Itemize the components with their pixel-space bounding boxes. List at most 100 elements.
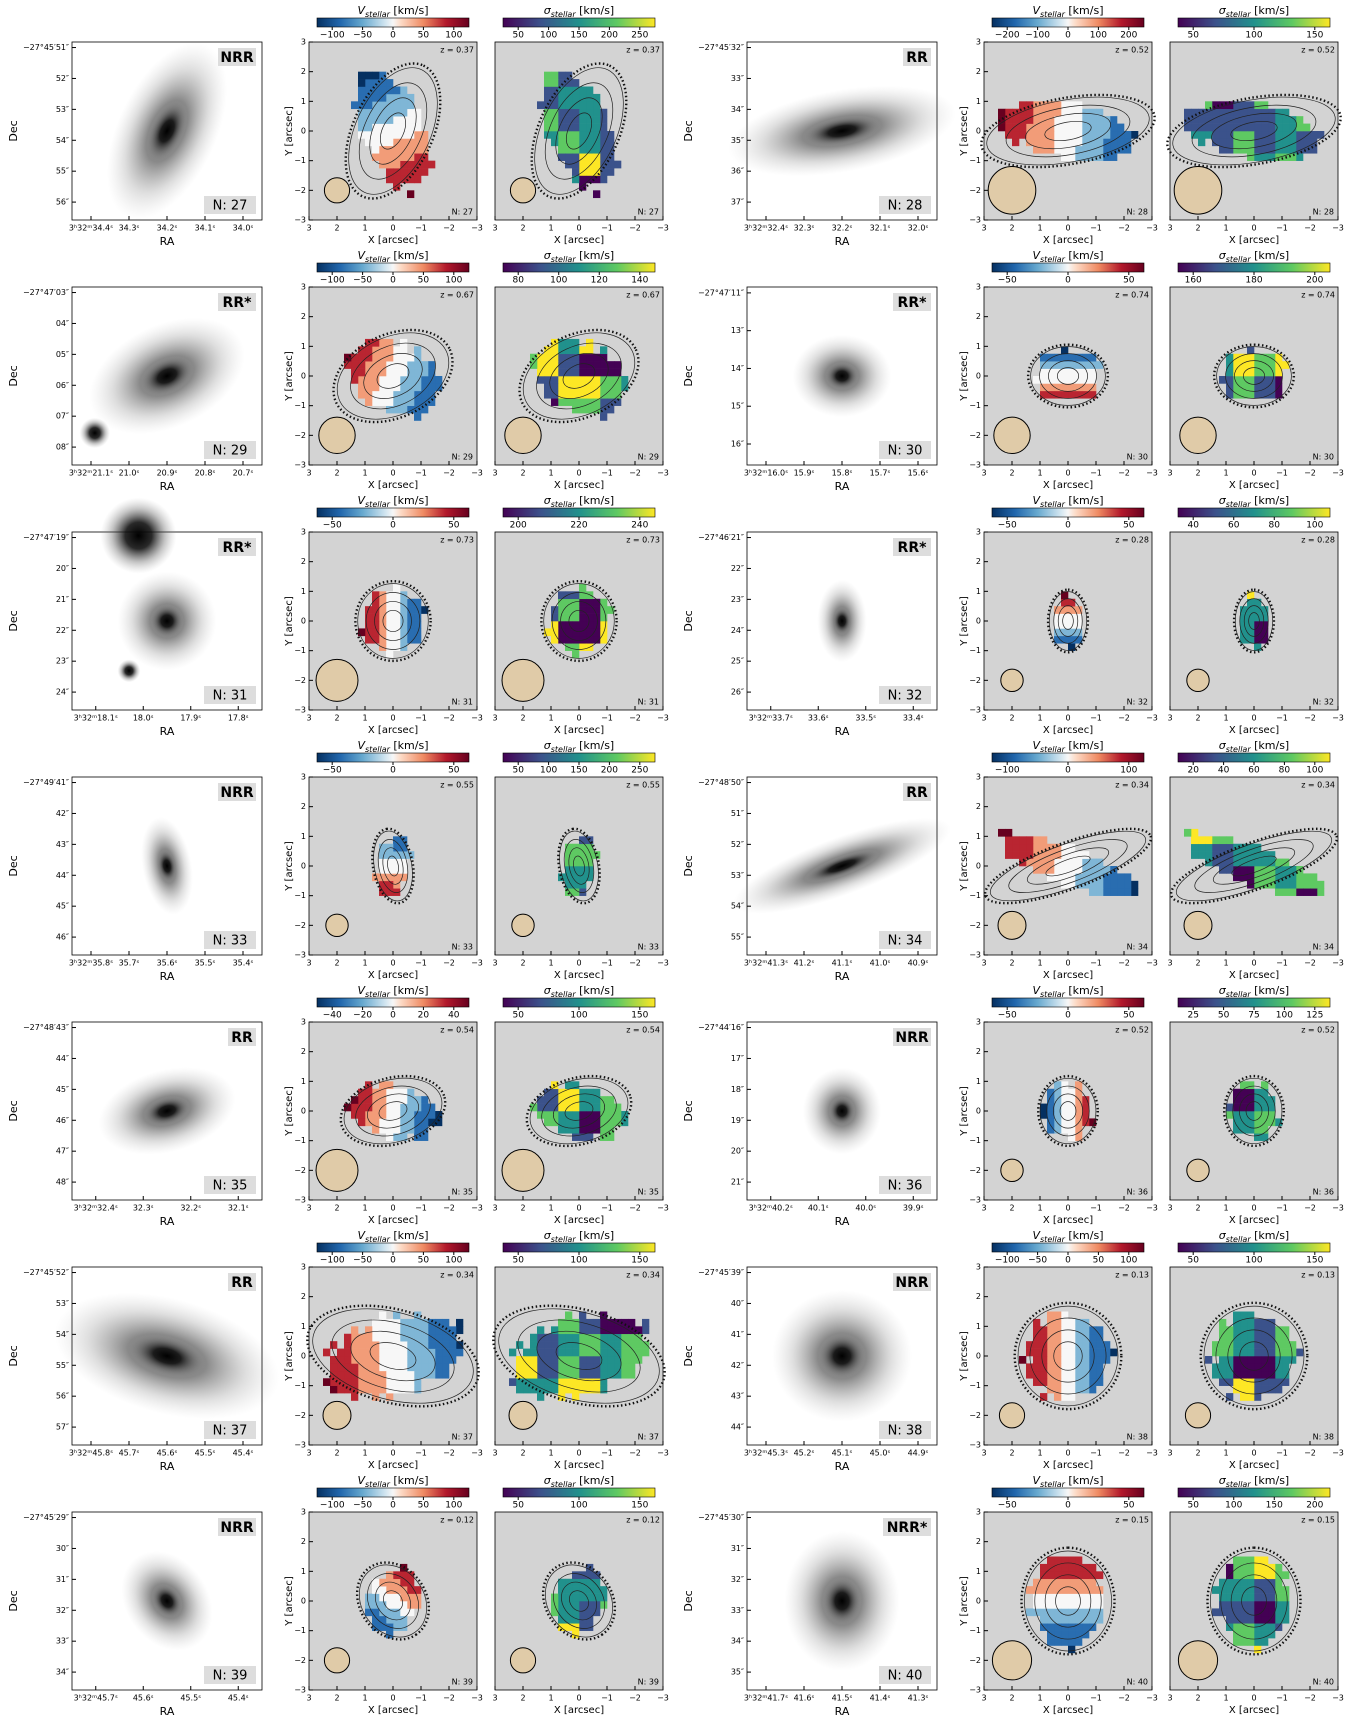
y-tick-label: 0	[301, 1107, 306, 1116]
map-pixel	[358, 353, 366, 362]
colorbar-tick-label: −20	[353, 1011, 372, 1021]
map-pixel	[1289, 138, 1297, 147]
map-pixel	[614, 160, 622, 169]
map-pixel	[393, 598, 401, 607]
x-tick-label: −2	[443, 714, 455, 723]
map-pixel	[400, 123, 408, 132]
map-pixel	[1061, 353, 1069, 362]
map-pixel	[1254, 635, 1262, 644]
map-pixel	[1054, 1088, 1062, 1097]
map-pixel	[1082, 1111, 1090, 1119]
map-pixel	[1082, 1356, 1090, 1364]
map-pixel	[1117, 138, 1125, 147]
x-tick-label: −3	[1146, 1204, 1158, 1213]
map-pixel	[516, 1385, 524, 1394]
map-pixel	[600, 175, 608, 184]
class-label: RR*	[223, 295, 253, 311]
beam	[1186, 1158, 1210, 1183]
map-pixel	[1075, 116, 1083, 124]
map-pixel	[414, 1348, 422, 1357]
map-pixel	[1040, 138, 1048, 147]
class-label: NRR	[220, 1520, 253, 1536]
map-pixel	[1040, 1348, 1048, 1357]
contour	[1225, 1077, 1283, 1145]
y-tick-label: −1	[294, 1381, 306, 1390]
map-pixel	[1275, 1601, 1283, 1609]
contour	[1055, 1586, 1081, 1616]
map-pixel	[565, 843, 573, 852]
map-pixel	[1303, 138, 1311, 147]
beam	[509, 1647, 537, 1674]
map-pixel	[614, 368, 622, 377]
x-tick-label: −2	[1118, 714, 1130, 723]
map-pixel	[379, 1593, 387, 1602]
map-pixel	[1089, 1378, 1097, 1386]
map-pixel	[414, 398, 422, 406]
y-tick-label: −1	[294, 1136, 306, 1145]
subscript: stellar	[551, 10, 577, 19]
x-tick-label: 2	[1195, 1694, 1200, 1703]
map-pixel	[372, 1111, 380, 1119]
map-pixel	[1054, 131, 1062, 139]
map-pixel	[365, 383, 373, 392]
x-tick-label: −1	[1276, 1694, 1288, 1703]
map-pixel	[1233, 843, 1241, 852]
x-axis-label: X [arcsec]	[368, 480, 418, 491]
map-pixel	[414, 1586, 422, 1594]
map-pixel	[449, 1348, 457, 1357]
x-tick-label: 2	[334, 1694, 339, 1703]
dec-tick-label: 35″	[731, 1668, 744, 1677]
map-pixel	[1240, 383, 1248, 392]
map-pixel	[1096, 1363, 1104, 1372]
map-pixel	[1240, 131, 1248, 139]
ra-tick-label: 32.1ˢ	[228, 1204, 249, 1213]
map-pixel	[558, 1348, 566, 1357]
colorbar-tick-label: −50	[353, 1501, 372, 1511]
x-tick-label: 2	[1195, 959, 1200, 968]
x-axis-label: X [arcsec]	[1229, 970, 1279, 981]
units: [km/s]	[390, 494, 429, 507]
map-pixel	[1124, 873, 1132, 882]
ra-axis-label: RA	[160, 1705, 175, 1718]
map-pixel	[407, 405, 415, 414]
beam	[1173, 166, 1223, 215]
units: [km/s]	[1065, 4, 1104, 17]
map-pixel	[1254, 1356, 1262, 1364]
x-tick-label: 3	[981, 1204, 986, 1213]
y-axis-label: Y [arcsec]	[284, 1331, 295, 1382]
map-pixel	[400, 138, 408, 147]
map-pixel	[386, 1571, 394, 1580]
map-pixel	[1254, 1630, 1262, 1639]
dec-tick-label: −27°48′43″	[23, 1023, 69, 1032]
map-pixel	[1047, 131, 1055, 139]
map-pixel	[407, 1088, 415, 1097]
map-pixel	[386, 613, 394, 622]
class-box	[893, 538, 931, 556]
x-tick-label: 1	[1037, 1694, 1042, 1703]
map-pixel	[386, 405, 394, 414]
symbol: σ	[544, 249, 552, 262]
beam	[1184, 1402, 1212, 1429]
colorbar-tick-label: 80	[1269, 521, 1281, 531]
map-id-label: N: 39	[638, 1678, 659, 1687]
map-pixel	[351, 361, 359, 369]
dotted-contour	[371, 827, 415, 905]
map-pixel	[1247, 376, 1255, 384]
colorbar-tick-label: 0	[1065, 766, 1071, 776]
map-pixel	[1254, 353, 1262, 362]
map-pixel	[565, 1118, 573, 1127]
map-pixel	[1268, 383, 1276, 392]
map-pixel	[1247, 353, 1255, 362]
y-tick-label: −3	[969, 1686, 981, 1695]
class-label: NRR	[220, 785, 253, 801]
map-pixel	[1261, 1088, 1269, 1097]
contour	[1044, 120, 1092, 142]
x-tick-label: −2	[629, 1449, 641, 1458]
dec-tick-label: 25″	[731, 657, 744, 666]
map-pixel	[1005, 108, 1013, 117]
map-pixel	[1317, 880, 1325, 889]
x-tick-label: −2	[443, 1449, 455, 1458]
colorbar	[991, 507, 1145, 518]
